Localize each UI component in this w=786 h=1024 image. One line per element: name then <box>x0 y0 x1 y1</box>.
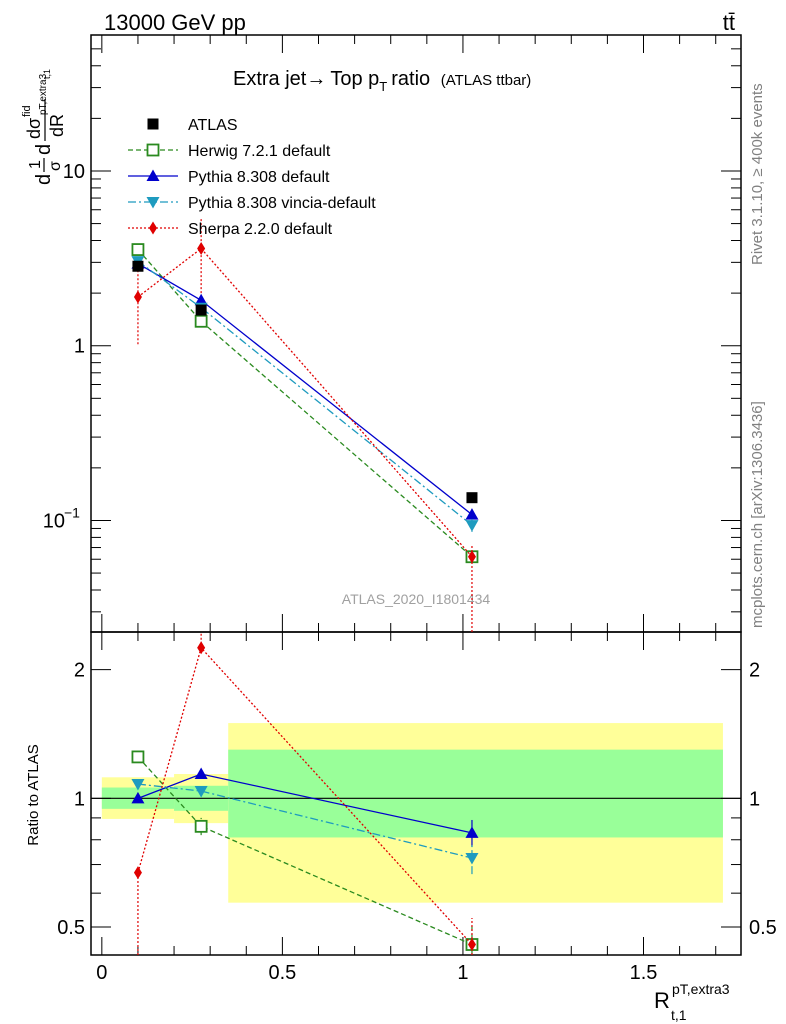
ratio-ylabel: Ratio to ATLAS <box>25 744 42 845</box>
x-axis-label: R pT,extra3 t,1 <box>654 981 730 1023</box>
legend-label-sherpa: Sherpa 2.2.0 default <box>188 221 333 238</box>
main-point-atlas <box>466 492 478 504</box>
svg-text:t,1: t,1 <box>671 1007 687 1023</box>
x-tick-label-1: 0.5 <box>268 962 296 984</box>
main-point-sherpa <box>467 550 476 564</box>
main-series-line-sherpa <box>137 247 473 558</box>
main-point-vincia <box>465 520 479 532</box>
ratio-y-tick-label-left-0: 0.5 <box>57 917 85 939</box>
svg-text:1: 1 <box>27 160 44 169</box>
legend-label-vincia: Pythia 8.308 vincia-default <box>188 195 376 212</box>
main-point-herwig <box>131 243 145 256</box>
main-y-tick-label-0: 10 <box>43 510 65 532</box>
svg-text:fid: fid <box>21 105 33 117</box>
ratio-point-sherpa <box>467 938 476 952</box>
main-point-sherpa <box>133 290 142 304</box>
main-point-atlas <box>195 304 207 316</box>
main-plot-panel: Extra jet→ Top pT ratio (ATLAS ttbar) ATLA… <box>21 68 531 607</box>
main-series-vincia <box>131 256 479 532</box>
main-point-pythia <box>194 293 208 306</box>
svg-text:d: d <box>33 144 55 155</box>
svg-text:d: d <box>33 174 55 185</box>
legend-label-herwig: Herwig 7.2.1 default <box>188 143 331 160</box>
main-series-line-herwig <box>137 249 473 558</box>
main-y-tick-label-1: 1 <box>74 336 85 358</box>
legend-label-pythia: Pythia 8.308 default <box>188 169 330 186</box>
svg-text:pT,extra3: pT,extra3 <box>672 981 730 997</box>
svg-text:dσ: dσ <box>24 118 44 139</box>
main-point-sherpa <box>197 242 206 256</box>
analysis-label: ATLAS_2020_I1801434 <box>342 591 491 607</box>
mcplots-label: mcplots.cern.ch [arXiv:1306.3436] <box>749 401 766 628</box>
ratio-point-sherpa <box>133 866 142 880</box>
main-y-tick-label-2: 10 <box>63 161 85 183</box>
svg-text:dR: dR <box>47 114 67 137</box>
legend-marker-sherpa <box>149 221 157 235</box>
ratio-panel-frame <box>90 631 742 956</box>
main-point-herwig <box>194 314 208 328</box>
x-tick-label-0: 0 <box>96 962 107 984</box>
ratio-point-sherpa <box>197 641 206 655</box>
legend-entry-herwig: Herwig 7.2.1 default <box>128 143 331 160</box>
main-series-line-vincia <box>137 260 473 526</box>
legend-marker-atlas <box>147 118 159 130</box>
ratio-y-tick-label-right-0: 0.5 <box>749 917 777 939</box>
process-label: tt̄ <box>723 10 735 35</box>
chart-title: Extra jet→ Top pT ratio (ATLAS ttbar) <box>233 68 531 94</box>
legend: ATLAS Herwig 7.2.1 default Pythia 8.308 de… <box>128 117 376 238</box>
main-point-atlas <box>132 260 144 272</box>
svg-text:R: R <box>654 988 670 1013</box>
ratio-point-pythia <box>131 791 145 804</box>
legend-marker-pythia <box>146 169 160 181</box>
legend-entry-vincia: Pythia 8.308 vincia-default <box>128 195 376 212</box>
ratio-series-vincia <box>131 779 479 875</box>
svg-text:t,1: t,1 <box>42 69 52 79</box>
legend-entry-pythia: Pythia 8.308 default <box>128 169 330 186</box>
ratio-y-tick-label-right-1: 1 <box>749 788 760 810</box>
ratio-point-pythia <box>194 767 208 780</box>
legend-label-atlas: ATLAS <box>188 117 238 134</box>
main-series-line-pythia <box>137 263 473 516</box>
ratio-series-line-herwig <box>137 756 473 946</box>
legend-entry-atlas: ATLAS <box>147 117 238 134</box>
ratio-point-vincia <box>465 853 479 865</box>
legend-marker-vincia <box>146 197 160 209</box>
rivet-label: Rivet 3.1.10, ≥ 400k events <box>749 83 766 265</box>
ratio-point-vincia <box>131 779 145 791</box>
ratio-y-tick-label-right-2: 2 <box>749 660 760 682</box>
svg-text:σ: σ <box>47 161 64 171</box>
x-tick-label-2: 1 <box>457 962 468 984</box>
svg-text:pT,extra3: pT,extra3 <box>38 73 49 115</box>
main-series-atlas <box>132 260 478 504</box>
ratio-series-sherpa <box>133 632 476 955</box>
main-point-pythia <box>465 508 479 520</box>
main-series-pythia <box>131 257 479 521</box>
main-ylabel: d 1 σ d dσ fid dR pT,extra3 t,1 <box>21 69 67 185</box>
uncertainty-band-inner-2 <box>228 749 723 838</box>
main-series-sherpa <box>133 217 476 632</box>
ratio-y-tick-label-left-1: 1 <box>74 788 85 810</box>
main-series-herwig <box>131 243 479 564</box>
ratio-point-pythia <box>465 826 479 838</box>
ratio-series-line-vincia <box>137 783 473 859</box>
ratio-point-vincia <box>194 786 208 798</box>
ratio-y-tick-label-left-2: 2 <box>74 660 85 682</box>
ratio-point-herwig <box>194 819 208 833</box>
ratio-series-pythia <box>131 767 479 847</box>
energy-label: 13000 GeV pp <box>104 10 246 35</box>
legend-marker-herwig <box>146 143 160 157</box>
legend-entry-sherpa: Sherpa 2.2.0 default <box>128 221 333 238</box>
ratio-point-herwig <box>131 750 145 764</box>
main-y-tick-label-exp-0: −1 <box>64 504 80 520</box>
x-tick-label-3: 1.5 <box>630 962 658 984</box>
